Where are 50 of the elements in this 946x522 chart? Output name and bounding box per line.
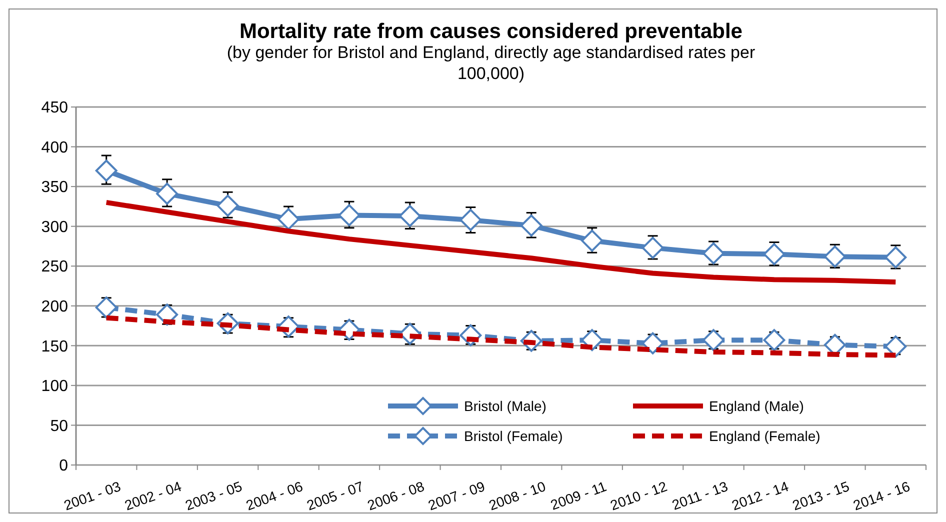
point xyxy=(642,332,664,354)
point xyxy=(216,194,239,217)
x-tick-label: 2014 - 16 xyxy=(850,478,912,514)
point xyxy=(884,335,907,358)
legend-label: England (Female) xyxy=(709,428,820,444)
x-tick-label: 2008 - 10 xyxy=(486,478,548,514)
legend-label: England (Male) xyxy=(709,398,804,414)
y-tick-label: 100 xyxy=(41,378,68,396)
x-tick-label: 2009 - 11 xyxy=(548,478,609,513)
point xyxy=(702,242,724,264)
point xyxy=(95,160,118,182)
x-tick-label: 2002 - 04 xyxy=(122,478,184,514)
y-tick-label: 300 xyxy=(41,218,68,236)
x-tick-label: 2001 - 03 xyxy=(62,478,123,514)
legend-label: Bristol (Male) xyxy=(464,398,546,414)
x-tick-label: 2012 - 14 xyxy=(730,478,791,514)
y-tick-label: 0 xyxy=(59,458,68,475)
y-tick-label: 400 xyxy=(41,139,68,156)
point xyxy=(884,246,907,268)
point xyxy=(460,208,482,231)
legend-label: Bristol (Female) xyxy=(464,428,563,444)
y-tick-label: 50 xyxy=(50,418,68,435)
y-tick-label: 350 xyxy=(41,179,68,196)
point xyxy=(156,182,178,205)
x-tick-label: 2003 - 05 xyxy=(183,478,244,514)
point xyxy=(278,208,300,230)
x-tick-label: 2011 - 13 xyxy=(670,478,730,513)
x-tick-label: 2010 - 12 xyxy=(608,478,670,514)
point xyxy=(642,236,664,259)
x-tick-label: 2005 - 07 xyxy=(304,478,366,514)
x-tick-label: 2007 - 09 xyxy=(426,478,488,514)
point xyxy=(824,246,846,268)
point xyxy=(581,329,604,352)
point xyxy=(702,329,724,352)
x-tick-label: 2013 - 15 xyxy=(790,478,852,514)
y-tick-label: 150 xyxy=(41,338,68,356)
point xyxy=(763,329,786,352)
x-tick-label: 2006 - 08 xyxy=(365,478,426,514)
x-tick-label: 2004 - 06 xyxy=(244,478,306,514)
chart-subtitle: (by gender for Bristol and England, directly age standardised rates per 100,000) xyxy=(226,42,756,84)
point xyxy=(763,243,786,266)
y-tick-label: 200 xyxy=(41,298,68,316)
point xyxy=(95,296,118,318)
point xyxy=(520,214,542,237)
chart-title: Mortality rate from causes considered preventable xyxy=(239,20,743,43)
point xyxy=(338,204,360,226)
point xyxy=(398,204,421,227)
point xyxy=(581,230,604,252)
y-tick-label: 250 xyxy=(41,258,68,276)
y-tick-label: 450 xyxy=(41,100,68,117)
